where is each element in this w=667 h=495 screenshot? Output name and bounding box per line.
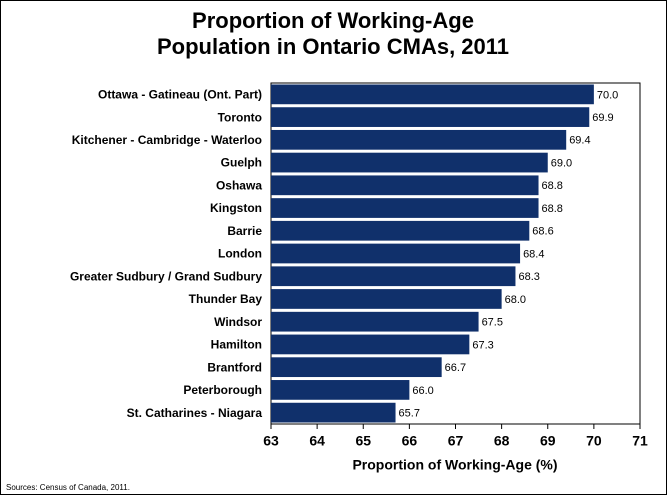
category-label: Toronto (218, 110, 262, 124)
bar (271, 243, 521, 264)
x-tick-label: 63 (263, 433, 279, 449)
bar (271, 175, 539, 196)
category-label: Kitchener - Cambridge - Waterloo (72, 133, 262, 147)
bar (271, 266, 516, 287)
value-label: 68.8 (542, 203, 563, 215)
x-tick-label: 70 (586, 433, 602, 449)
value-label: 66.0 (412, 385, 433, 397)
bar (271, 129, 567, 150)
category-label: Kingston (210, 201, 262, 215)
category-label: Greater Sudbury / Grand Sudbury (70, 269, 262, 283)
bar (271, 402, 396, 423)
bar (271, 220, 530, 241)
category-label: St. Catharines - Niagara (127, 406, 263, 420)
value-label: 68.8 (542, 180, 563, 192)
value-label: 69.4 (569, 135, 590, 147)
category-label: Oshawa (216, 178, 262, 192)
category-label: Hamilton (211, 338, 262, 352)
bar (271, 84, 594, 105)
category-label: Ottawa - Gatineau (Ont. Part) (98, 88, 262, 102)
chart-title: Proportion of Working-Age Population in … (156, 8, 510, 59)
bar (271, 198, 539, 218)
x-tick-label: 69 (540, 433, 556, 449)
category-label: Windsor (214, 315, 262, 329)
bar (271, 357, 442, 378)
bar (271, 334, 470, 355)
category-label: Peterborough (183, 383, 262, 397)
bar (271, 289, 502, 309)
value-label: 67.3 (472, 339, 493, 351)
x-tick-label: 66 (402, 433, 418, 449)
value-label: 68.4 (523, 248, 544, 260)
category-label: London (218, 247, 262, 261)
value-label: 69.0 (551, 157, 572, 169)
x-tick-label: 67 (448, 433, 464, 449)
x-tick-label: 71 (632, 433, 648, 449)
bar (271, 107, 590, 127)
x-tick-label: 68 (494, 433, 510, 449)
value-label: 70.0 (597, 89, 618, 101)
bar (271, 152, 548, 173)
value-label: 68.3 (518, 271, 539, 283)
category-label: Thunder Bay (189, 292, 263, 306)
category-label: Guelph (221, 156, 262, 170)
value-label: 69.9 (592, 112, 613, 124)
source: Sources: Census of Canada, 2011. (6, 483, 130, 492)
value-label: 65.7 (399, 408, 420, 420)
bar (271, 380, 410, 400)
value-label: 68.0 (505, 294, 526, 306)
bar (271, 311, 479, 332)
x-tick-label: 64 (309, 433, 325, 449)
value-label: 68.6 (532, 226, 553, 238)
category-label: Brantford (207, 360, 262, 374)
x-tick-label: 65 (355, 433, 371, 449)
category-label: Barrie (227, 224, 262, 238)
value-label: 66.7 (445, 362, 466, 374)
value-label: 67.5 (482, 317, 503, 329)
x-axis-label: Proportion of Working-Age (%) (352, 457, 557, 473)
